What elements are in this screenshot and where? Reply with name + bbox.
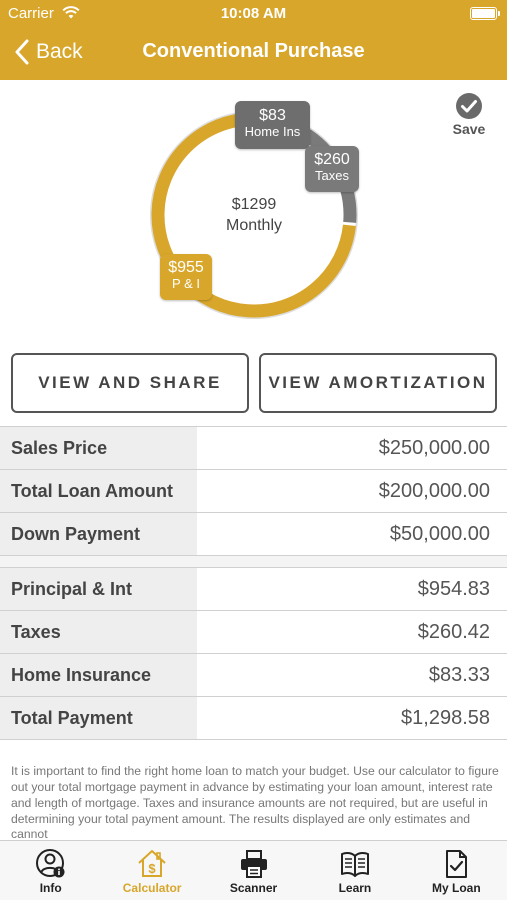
tab-learn[interactable]: Learn [304,841,405,900]
taxes-tag: $260 Taxes [305,146,359,192]
monthly-total-value: $1299 [231,196,277,213]
user-info-icon [35,849,65,878]
checkmark-circle-icon [456,93,482,119]
carrier-label: Carrier [8,5,54,22]
top-bar: Carrier 10:08 AM Back Conventional Purch… [0,0,507,80]
tab-scanner[interactable]: Scanner [203,841,304,900]
row-label: Total Loan Amount [0,470,197,512]
tab-calculator[interactable]: $ Calculator [101,841,202,900]
table-row: Taxes $260.42 [0,611,507,654]
table-row: Total Payment $1,298.58 [0,697,507,740]
row-label: Total Payment [0,697,197,739]
wifi-icon [62,6,80,19]
view-amortization-button[interactable]: VIEW AMORTIZATION [259,353,497,413]
payment-chart: $1299 Monthly $83 Home Ins $260 Taxes $9… [0,80,507,350]
row-value: $260.42 [417,620,490,643]
back-button[interactable]: Back [14,36,83,68]
tab-label: My Loan [431,881,481,895]
printer-icon [240,850,267,878]
row-value: $954.83 [417,577,490,600]
home-ins-tag: $83 Home Ins [235,101,310,149]
tab-label: Scanner [229,881,278,895]
row-label: Taxes [0,611,197,653]
taxes-tag-value: $260 [314,151,350,168]
loan-summary-table: Sales Price $250,000.00 Total Loan Amoun… [0,426,507,740]
monthly-total-label: Monthly [225,217,283,234]
battery-icon [470,7,500,20]
table-row: Principal & Int $954.83 [0,568,507,611]
table-row: Sales Price $250,000.00 [0,427,507,470]
back-label: Back [36,40,83,63]
row-label: Home Insurance [0,654,197,696]
document-check-icon [446,850,468,878]
pi-tag-label: P & I [172,276,200,292]
view-and-share-button[interactable]: VIEW AND SHARE [11,353,249,413]
book-icon [340,851,369,877]
table-row: Down Payment $50,000.00 [0,513,507,556]
row-value: $83.33 [428,663,490,686]
save-button[interactable]: Save [449,92,489,137]
tab-bar: Info $ Calculator Scanner [0,840,507,900]
status-bar: Carrier 10:08 AM [0,0,507,28]
home-ins-tag-value: $83 [259,107,286,124]
tab-my-loan[interactable]: My Loan [406,841,507,900]
row-label: Down Payment [0,513,197,555]
navigation-bar: Back Conventional Purchase [0,30,507,76]
page-title: Conventional Purchase [142,40,365,62]
chevron-left-icon [15,39,29,65]
row-label: Principal & Int [0,568,197,610]
tab-label: Info [39,881,62,895]
pi-tag-value: $955 [168,259,204,276]
house-dollar-icon: $ [138,850,166,877]
clock: 10:08 AM [220,5,287,22]
row-value: $50,000.00 [389,522,490,545]
svg-text:$: $ [148,861,156,876]
tab-label: Learn [338,881,372,895]
table-row: Total Loan Amount $200,000.00 [0,470,507,513]
row-label: Sales Price [0,427,197,469]
section-divider [0,556,507,568]
disclaimer-text: It is important to find the right home l… [11,764,499,840]
table-row: Home Insurance $83.33 [0,654,507,697]
tab-info[interactable]: Info [0,841,101,900]
taxes-tag-label: Taxes [315,168,349,184]
row-value: $250,000.00 [378,436,490,459]
pi-tag: $955 P & I [160,254,212,300]
row-value: $200,000.00 [378,479,490,502]
save-label: Save [452,121,486,137]
row-value: $1,298.58 [401,706,490,729]
home-ins-tag-label: Home Ins [244,124,301,140]
tab-label: Calculator [122,881,182,895]
